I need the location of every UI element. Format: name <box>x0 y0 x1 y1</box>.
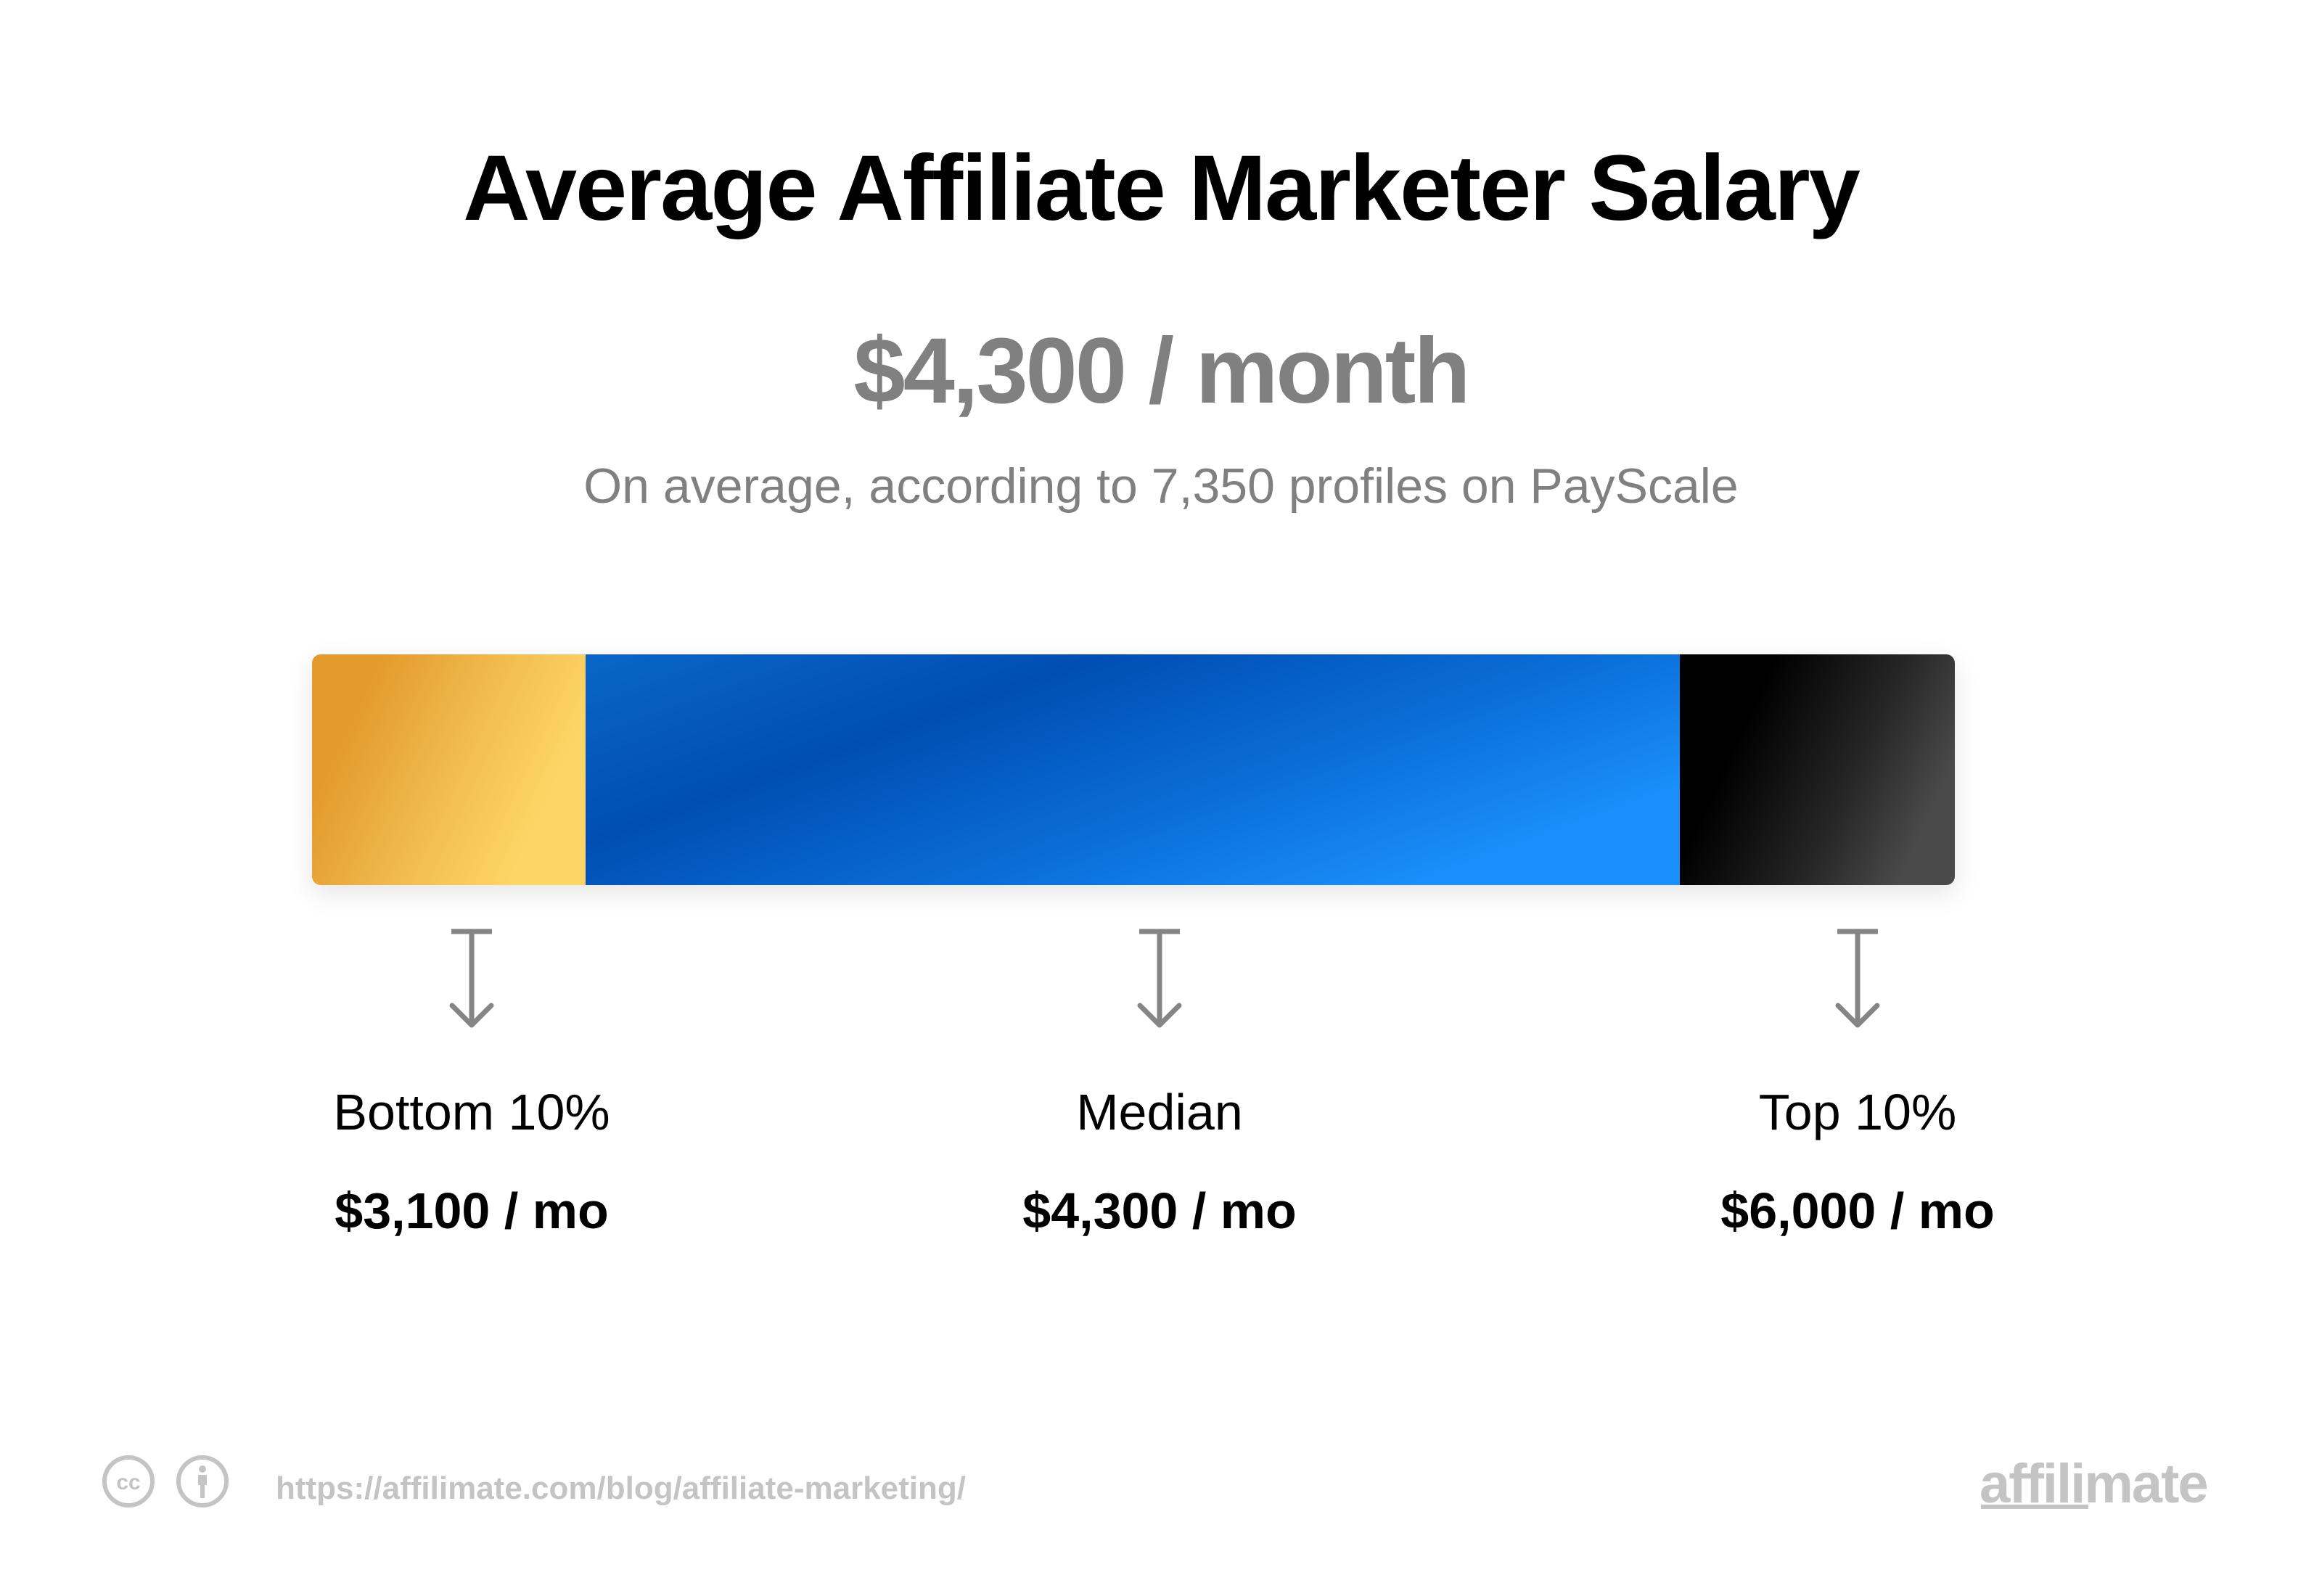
bar-segment-top-10 <box>1680 654 1955 885</box>
marker-median: Median $4,300 / mo <box>942 929 1377 1236</box>
bar-segment-median <box>586 654 1680 885</box>
marker-label: Median <box>1076 1084 1243 1140</box>
salary-source-subtitle: On average, according to 7,350 profiles … <box>583 458 1739 514</box>
arrow-down-icon <box>449 929 494 1028</box>
marker-label: Top 10% <box>1758 1084 1957 1140</box>
arrow-down-icon <box>1835 929 1880 1028</box>
arrow-down-icon <box>1137 929 1182 1028</box>
license-icons: cc <box>102 1455 229 1508</box>
marker-bottom-10: Bottom 10% $3,100 / mo <box>254 929 689 1236</box>
marker-top-10: Top 10% $6,000 / mo <box>1640 929 2075 1236</box>
attribution-icon <box>176 1455 229 1507</box>
salary-range-bar <box>312 654 1955 885</box>
bar-segment-bottom-10 <box>312 654 586 885</box>
page-title: Average Affiliate Marketer Salary <box>463 136 1861 240</box>
affilimate-logo: affilimate <box>1980 1453 2209 1515</box>
average-salary-headline: $4,300 / month <box>853 319 1470 423</box>
marker-label: Bottom 10% <box>333 1084 610 1140</box>
creative-commons-icon: cc <box>102 1455 155 1507</box>
marker-value: $3,100 / mo <box>335 1182 609 1239</box>
logo-underline <box>1981 1505 2088 1509</box>
svg-text:cc: cc <box>116 1470 140 1494</box>
marker-value: $4,300 / mo <box>1022 1182 1297 1239</box>
source-url-link[interactable]: https://affilimate.com/blog/affiliate-ma… <box>276 1470 967 1506</box>
marker-value: $6,000 / mo <box>1720 1182 1995 1239</box>
